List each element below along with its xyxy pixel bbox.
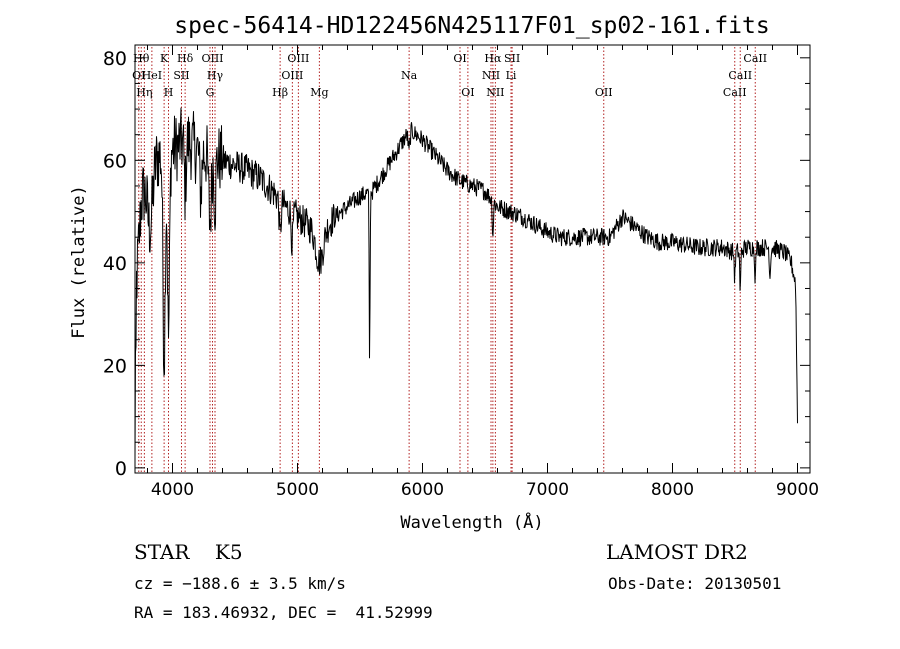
line-marker-label: K <box>160 52 169 65</box>
line-marker-label: Hη <box>136 86 152 99</box>
emission-line-labels: OI Hθ Hη HeI K H SII Hδ OIII Hγ G Hβ OIII OIII Mg Na OI O… <box>132 52 767 99</box>
coordinates-readout: RA = 183.46932, DEC = 41.52999 <box>134 603 433 622</box>
spectrum-chart: spec-56414-HD122456N425117F01_sp02-161.f… <box>69 13 819 533</box>
y-tick-label: 80 <box>103 48 127 70</box>
x-tick-label: 4000 <box>151 480 194 500</box>
emission-line-markers <box>138 47 756 473</box>
y-axis-label: Flux (relative) <box>69 185 89 339</box>
y-axis-ticks: 0 20 40 60 80 <box>103 48 810 480</box>
line-marker-label: CaII <box>728 69 752 82</box>
chart-title: spec-56414-HD122456N425117F01_sp02-161.f… <box>174 13 769 39</box>
line-marker-label: Hδ <box>177 52 194 65</box>
line-marker-label: NII <box>482 69 500 82</box>
survey-name: LAMOST DR2 <box>606 540 748 564</box>
y-tick-label: 0 <box>115 458 127 480</box>
redshift-readout: cz = −188.6 ± 3.5 km/s <box>134 574 346 593</box>
line-marker-label: OIII <box>281 69 303 82</box>
line-marker-label: OIII <box>201 52 223 65</box>
line-marker-label: SII <box>173 69 189 82</box>
observation-date: Obs-Date: 20130501 <box>608 574 782 593</box>
line-marker-label: CaII <box>743 52 767 65</box>
line-marker-label: Hα <box>484 52 502 65</box>
line-marker-label: OI <box>461 86 474 99</box>
x-tick-label: 7000 <box>526 480 569 500</box>
x-tick-label: 6000 <box>401 480 444 500</box>
plot-frame <box>134 44 811 474</box>
x-tick-label: 8000 <box>651 480 694 500</box>
spectrum-line <box>134 107 798 457</box>
line-marker-label: OIII <box>287 52 309 65</box>
x-tick-label: 9000 <box>776 480 819 500</box>
spectral-class: STAR K5 <box>134 540 243 564</box>
x-axis-ticks: 4000 5000 6000 7000 8000 9000 <box>147 45 819 500</box>
line-marker-label: Hθ <box>133 52 150 65</box>
x-axis-label: Wavelength (Å) <box>400 511 543 533</box>
line-marker-label: SII <box>504 52 520 65</box>
line-marker-label: H <box>164 86 174 99</box>
line-marker-label: CaII <box>723 86 747 99</box>
line-marker-label: Hγ <box>207 69 224 82</box>
line-marker-label: OII <box>595 86 613 99</box>
line-marker-label: HeI <box>142 69 162 82</box>
y-tick-label: 40 <box>103 253 127 275</box>
line-marker-label: G <box>206 86 215 99</box>
x-tick-label: 5000 <box>276 480 319 500</box>
line-marker-label: OI <box>453 52 466 65</box>
y-tick-label: 20 <box>103 355 127 377</box>
line-marker-label: Mg <box>310 86 328 99</box>
line-marker-label: Li <box>506 69 517 82</box>
line-marker-label: NII <box>486 86 504 99</box>
line-marker-label: Na <box>401 69 418 82</box>
line-marker-label: Hβ <box>272 86 288 99</box>
y-tick-label: 60 <box>103 150 127 172</box>
